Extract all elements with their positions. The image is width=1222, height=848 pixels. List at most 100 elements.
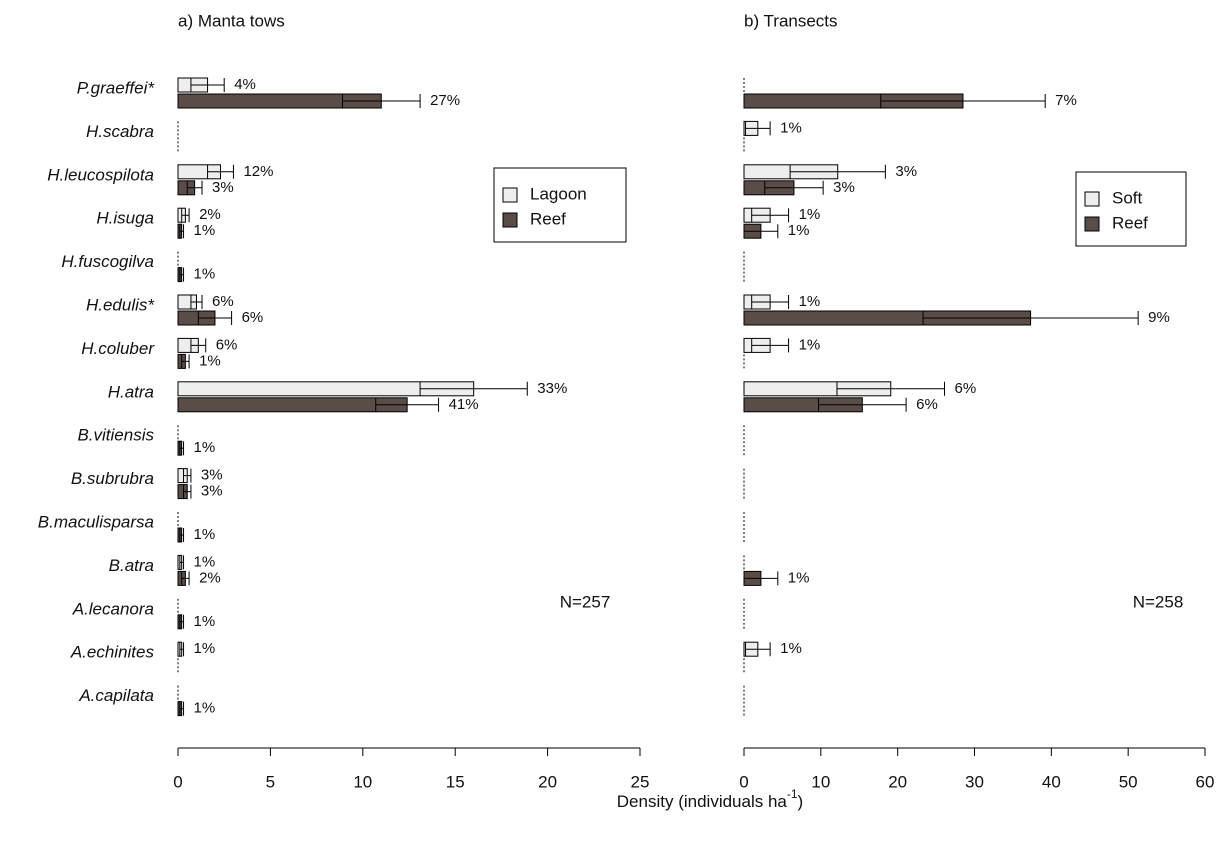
category-label: H.leucospilota bbox=[47, 165, 154, 184]
percent-label: 27% bbox=[430, 92, 460, 109]
percent-label: 6% bbox=[242, 309, 264, 326]
x-tick-label: 15 bbox=[446, 772, 465, 791]
percent-label: 1% bbox=[799, 206, 821, 223]
x-tick-label: 5 bbox=[266, 772, 275, 791]
error-bar bbox=[179, 528, 185, 542]
error-bar bbox=[179, 701, 185, 716]
error-bar bbox=[179, 555, 185, 570]
error-bar bbox=[743, 571, 779, 586]
percent-label: 1% bbox=[780, 119, 802, 136]
legend-box bbox=[1075, 171, 1187, 247]
percent-label: 3% bbox=[833, 179, 855, 196]
legend-label: Reef bbox=[530, 209, 566, 228]
annotation: N=257 bbox=[560, 592, 611, 611]
legend-swatch bbox=[502, 212, 518, 228]
error-bar bbox=[186, 180, 203, 195]
error-bar bbox=[751, 295, 790, 309]
x-tick-label: 30 bbox=[965, 772, 984, 791]
percent-label: 4% bbox=[234, 76, 256, 93]
percent-label: 9% bbox=[1148, 309, 1170, 326]
percent-label: 1% bbox=[194, 640, 216, 657]
category-label: H.scabra bbox=[86, 122, 154, 141]
percent-label: 2% bbox=[199, 569, 221, 586]
error-bar bbox=[751, 208, 790, 223]
percent-label: 1% bbox=[194, 613, 216, 630]
percent-label: 1% bbox=[194, 266, 216, 283]
error-bar bbox=[745, 642, 771, 657]
error-bar bbox=[375, 397, 440, 412]
panel-title: a) Manta tows bbox=[178, 11, 285, 30]
percent-label: 33% bbox=[537, 380, 567, 397]
percent-label: 6% bbox=[216, 336, 238, 353]
x-label-suffix: ) bbox=[798, 792, 804, 811]
error-bar bbox=[836, 381, 946, 396]
category-label: P.graeffei* bbox=[77, 78, 156, 97]
legend-label: Reef bbox=[1112, 213, 1148, 232]
legend-label: Lagoon bbox=[530, 184, 587, 203]
percent-label: 3% bbox=[201, 483, 223, 500]
error-bar bbox=[922, 311, 1139, 325]
x-tick-label: 50 bbox=[1119, 772, 1138, 791]
x-label-sup: -1 bbox=[787, 787, 798, 801]
category-label: H.isuga bbox=[96, 209, 154, 228]
error-bar bbox=[179, 642, 185, 657]
error-bar bbox=[181, 571, 190, 586]
error-bar bbox=[751, 338, 790, 353]
error-bar bbox=[818, 397, 907, 412]
legend-swatch bbox=[502, 187, 518, 203]
error-bar bbox=[179, 267, 185, 282]
error-bar bbox=[745, 121, 771, 136]
x-tick-label: 10 bbox=[811, 772, 830, 791]
percent-label: 1% bbox=[780, 640, 802, 657]
bar bbox=[177, 397, 408, 413]
percent-label: 41% bbox=[449, 396, 479, 413]
error-bar bbox=[179, 224, 185, 239]
x-tick-label: 0 bbox=[739, 772, 748, 791]
percent-label: 6% bbox=[955, 380, 977, 397]
category-label: H.fuscogilva bbox=[61, 252, 154, 271]
error-bar bbox=[190, 78, 225, 92]
percent-label: 3% bbox=[201, 467, 223, 484]
category-label: B.vitiensis bbox=[77, 426, 154, 445]
x-tick-label: 60 bbox=[1196, 772, 1215, 791]
x-tick-label: 10 bbox=[353, 772, 372, 791]
error-bar bbox=[880, 94, 1046, 108]
error-bar bbox=[341, 94, 421, 108]
percent-label: 1% bbox=[788, 569, 810, 586]
category-label: H.atra bbox=[108, 382, 154, 401]
category-label: B.subrubra bbox=[71, 469, 154, 488]
x-tick-label: 20 bbox=[888, 772, 907, 791]
error-bar bbox=[183, 468, 192, 483]
legend-box bbox=[493, 167, 627, 243]
category-label: H.coluber bbox=[81, 339, 155, 358]
percent-label: 3% bbox=[212, 179, 234, 196]
error-bar bbox=[207, 164, 234, 179]
percent-label: 1% bbox=[194, 700, 216, 717]
error-bar bbox=[743, 224, 779, 239]
legend-label: Soft bbox=[1112, 188, 1143, 207]
legend-swatch bbox=[1084, 216, 1100, 232]
percent-label: 1% bbox=[194, 553, 216, 570]
legend-swatch bbox=[1084, 191, 1100, 207]
error-bar bbox=[419, 381, 528, 396]
x-axis-label: Density (individuals ha-1) bbox=[617, 787, 803, 811]
x-label-text: Density (individuals ha bbox=[617, 792, 788, 811]
percent-label: 2% bbox=[199, 206, 221, 223]
category-label: A.capilata bbox=[78, 686, 154, 705]
x-tick-label: 25 bbox=[631, 772, 650, 791]
percent-label: 1% bbox=[194, 439, 216, 456]
percent-label: 1% bbox=[799, 336, 821, 353]
percent-label: 6% bbox=[916, 396, 938, 413]
error-bar bbox=[789, 164, 886, 179]
error-bar bbox=[183, 484, 192, 499]
x-tick-label: 0 bbox=[173, 772, 182, 791]
percent-label: 1% bbox=[788, 222, 810, 239]
panel-title: b) Transects bbox=[744, 11, 838, 30]
percent-label: 1% bbox=[199, 352, 221, 369]
category-label: H.edulis* bbox=[86, 295, 155, 314]
percent-label: 1% bbox=[194, 222, 216, 239]
percent-label: 3% bbox=[895, 163, 917, 180]
annotation: N=258 bbox=[1133, 592, 1184, 611]
error-bar bbox=[179, 441, 185, 456]
